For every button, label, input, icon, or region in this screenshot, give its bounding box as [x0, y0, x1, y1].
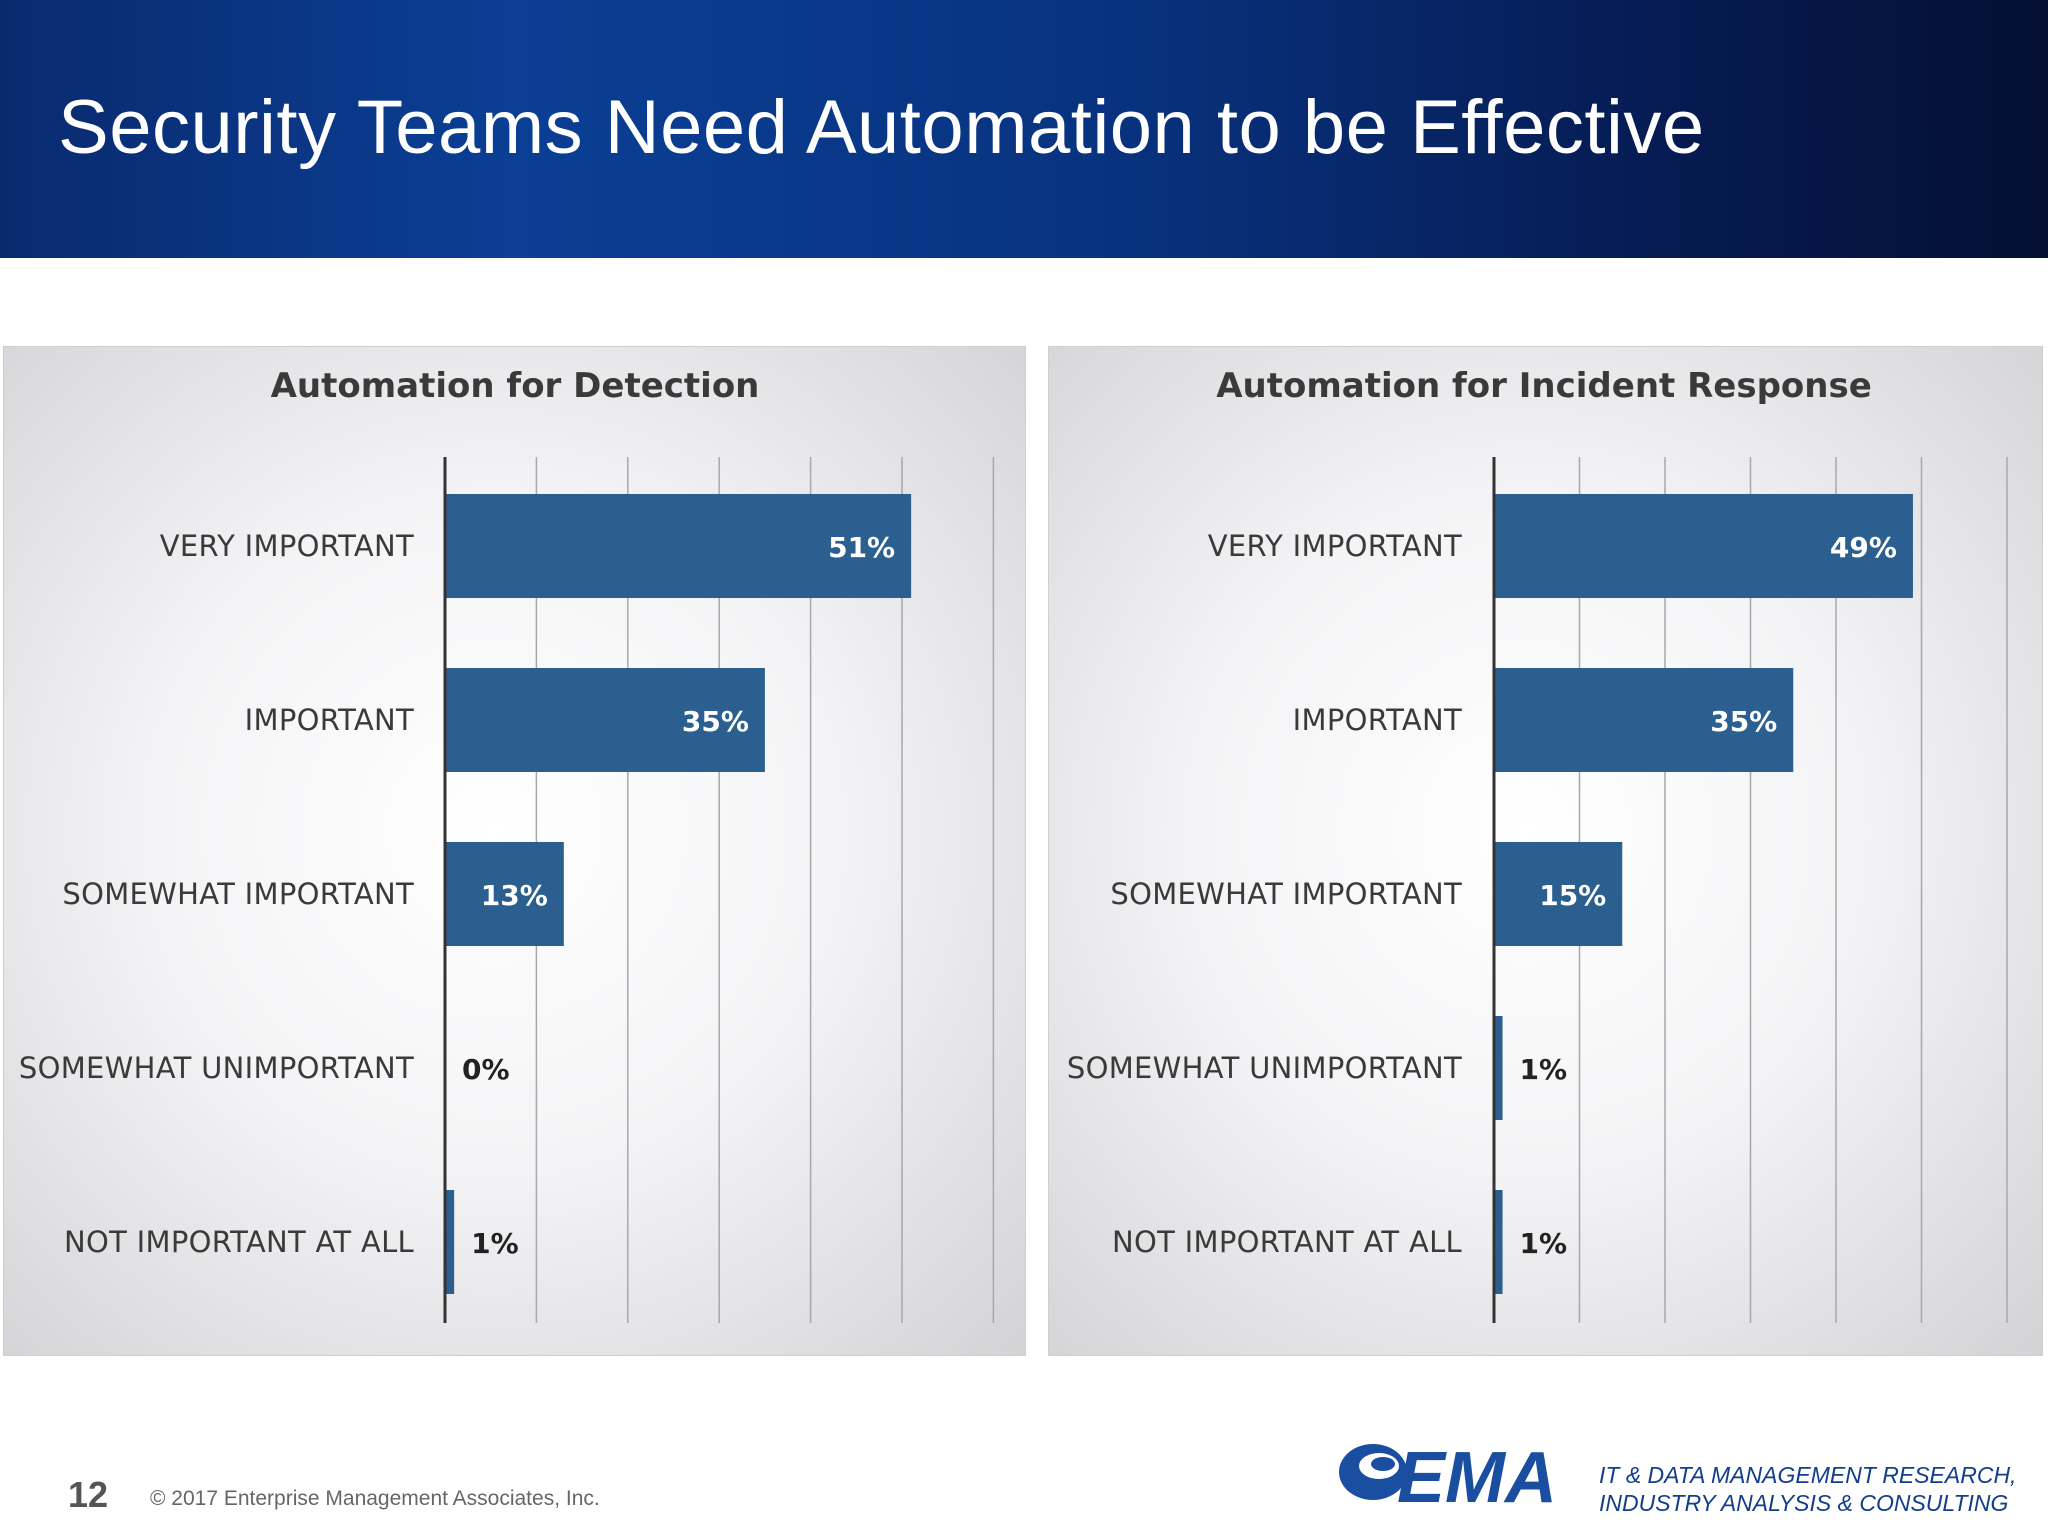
bar: [1494, 1190, 1503, 1294]
bar: [1494, 494, 1913, 598]
bar: [1494, 842, 1623, 946]
data-label: 0%: [462, 1053, 510, 1086]
tagline-line-1: IT & DATA MANAGEMENT RESEARCH,: [1599, 1462, 2017, 1488]
data-label: 1%: [1520, 1053, 1568, 1086]
data-label: 13%: [481, 879, 548, 912]
incident-response-chart-panel: Automation for Incident Response VERY IMP…: [1048, 346, 2043, 1356]
bar: [1494, 1016, 1503, 1120]
detection-chart-panel: Automation for Detection VERY IMPORTANT 51…: [3, 346, 1026, 1356]
bar: [1494, 668, 1794, 772]
tagline-line-2: INDUSTRY ANALYSIS & CONSULTING: [1599, 1490, 2009, 1516]
ema-logo: EMA: [1339, 1438, 1557, 1514]
category-label: SOMEWHAT UNIMPORTANT: [19, 1051, 414, 1085]
category-label: NOT IMPORTANT AT ALL: [64, 1225, 414, 1259]
bar: [445, 1190, 455, 1294]
category-label: IMPORTANT: [245, 703, 414, 737]
bar: [445, 494, 912, 598]
category-label: VERY IMPORTANT: [160, 529, 414, 563]
category-label: SOMEWHAT IMPORTANT: [62, 877, 414, 911]
category-label: IMPORTANT: [1293, 703, 1462, 737]
detection-chart-title: Automation for Detection: [271, 366, 760, 406]
data-label: 1%: [1520, 1227, 1568, 1260]
incident-response-chart: Automation for Incident Response VERY IMP…: [1067, 366, 2008, 1323]
incident-response-chart-title: Automation for Incident Response: [1216, 366, 1872, 406]
data-label: 35%: [1710, 705, 1777, 738]
detection-chart: Automation for Detection VERY IMPORTANT 51…: [19, 366, 995, 1323]
category-label: SOMEWHAT UNIMPORTANT: [1067, 1051, 1462, 1085]
title-banner: Security Teams Need Automation to be Eff…: [0, 0, 2048, 258]
category-label: VERY IMPORTANT: [1208, 529, 1462, 563]
data-label: 51%: [828, 531, 895, 564]
category-label: SOMEWHAT IMPORTANT: [1110, 877, 1462, 911]
data-label: 35%: [682, 705, 749, 738]
data-label: 1%: [471, 1227, 519, 1260]
slide-title: Security Teams Need Automation to be Eff…: [58, 85, 1705, 170]
ema-logo-text: EMA: [1397, 1438, 1557, 1514]
data-label: 49%: [1830, 531, 1897, 564]
category-label: NOT IMPORTANT AT ALL: [1112, 1225, 1462, 1259]
copyright-text: © 2017 Enterprise Management Associates,…: [150, 1487, 600, 1510]
bar: [445, 842, 564, 946]
tagline: IT & DATA MANAGEMENT RESEARCH, INDUSTRY …: [1599, 1461, 2016, 1517]
bar: [445, 668, 765, 772]
page-number: 12: [68, 1474, 109, 1515]
data-label: 15%: [1539, 879, 1606, 912]
